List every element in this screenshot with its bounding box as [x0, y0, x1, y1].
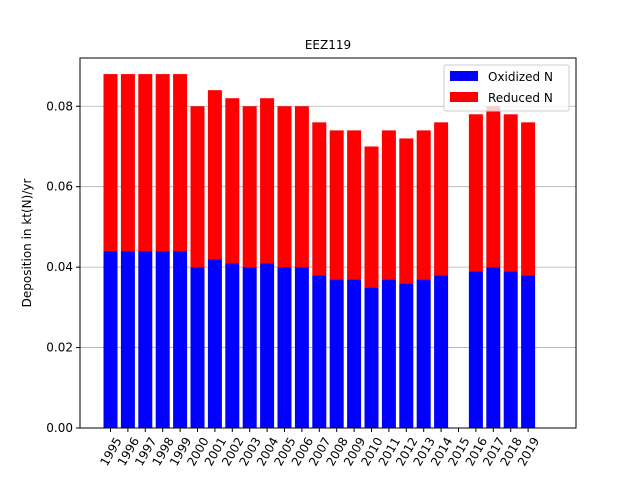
bar-reduced-2007: [312, 122, 327, 276]
bar-reduced-2004: [260, 98, 275, 264]
bar-reduced-2017: [486, 106, 501, 268]
bar-oxidized-1998: [155, 251, 170, 428]
y-axis: 0.00 0.02 0.04 0.06 0.08: [46, 99, 80, 435]
bar-reduced-2013: [416, 130, 431, 280]
bar-oxidized-2013: [416, 279, 431, 428]
legend-label-reduced: Reduced N: [488, 91, 553, 105]
bar-reduced-2010: [364, 146, 379, 288]
bar-oxidized-1997: [138, 251, 153, 428]
x-axis: 1995199619971998199920002001200220032004…: [97, 428, 542, 468]
plot-frame: [79, 57, 577, 429]
bar-oxidized-2006: [294, 267, 309, 428]
bar-reduced-2003: [242, 106, 257, 268]
bar-oxidized-2017: [486, 267, 501, 428]
y-tick-label: 0.02: [46, 341, 73, 355]
bar-oxidized-2001: [207, 259, 222, 428]
bar-oxidized-2003: [242, 267, 257, 428]
bar-reduced-2009: [347, 130, 362, 280]
bar-reduced-2005: [277, 106, 292, 268]
bar-oxidized-2018: [503, 271, 518, 428]
bar-oxidized-2008: [329, 279, 344, 428]
bar-oxidized-1996: [120, 251, 135, 428]
legend-swatch-oxidized: [450, 71, 478, 81]
y-tick-label: 0.08: [46, 99, 73, 113]
legend-label-oxidized: Oxidized N: [488, 70, 553, 84]
bar-oxidized-2016: [468, 271, 483, 428]
y-tick-label: 0.00: [46, 421, 73, 435]
bar-reduced-2002: [225, 98, 240, 264]
y-axis-label: Deposition in kt(N)/yr: [20, 179, 34, 308]
bar-reduced-2008: [329, 130, 344, 280]
bar-reduced-2014: [434, 122, 449, 276]
bar-reduced-1998: [155, 74, 170, 252]
bar-reduced-2019: [521, 122, 536, 276]
bars: [103, 74, 536, 428]
bar-reduced-2018: [503, 114, 518, 272]
bar-oxidized-1999: [173, 251, 188, 428]
chart-title: EEZ119: [305, 38, 351, 52]
bar-reduced-2012: [399, 138, 414, 284]
y-tick-label: 0.06: [46, 180, 73, 194]
bar-reduced-2006: [294, 106, 309, 268]
bar-oxidized-2004: [260, 263, 275, 428]
bar-reduced-1995: [103, 74, 118, 252]
bar-reduced-1996: [120, 74, 135, 252]
bar-reduced-2000: [190, 106, 205, 268]
bar-reduced-1999: [173, 74, 188, 252]
bar-oxidized-2005: [277, 267, 292, 428]
bar-oxidized-1995: [103, 251, 118, 428]
bar-oxidized-2014: [434, 275, 449, 428]
bar-oxidized-2012: [399, 283, 414, 428]
bar-oxidized-2000: [190, 267, 205, 428]
bar-oxidized-2011: [381, 279, 396, 428]
legend-swatch-reduced: [450, 92, 478, 102]
bar-reduced-2011: [381, 130, 396, 280]
bar-reduced-2016: [468, 114, 483, 272]
bar-oxidized-2009: [347, 279, 362, 428]
bar-oxidized-2002: [225, 263, 240, 428]
bar-reduced-2001: [207, 90, 222, 260]
y-tick-label: 0.04: [46, 260, 73, 274]
bar-oxidized-2019: [521, 275, 536, 428]
legend: Oxidized N Reduced N: [443, 64, 570, 112]
bar-oxidized-2007: [312, 275, 327, 428]
bar-oxidized-2010: [364, 287, 379, 428]
bar-reduced-1997: [138, 74, 153, 252]
